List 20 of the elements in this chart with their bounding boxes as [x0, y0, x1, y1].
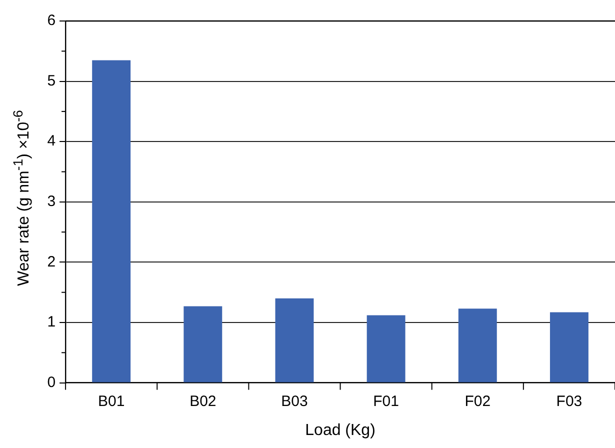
y-tick-label: 2: [47, 253, 56, 270]
x-tick-label: F03: [556, 392, 582, 410]
y-tick-label: 1: [47, 314, 56, 331]
y-tick-label: 0: [47, 374, 56, 391]
y-tick-label: 4: [47, 132, 56, 150]
x-tick-label: B01: [98, 392, 125, 410]
bar: [458, 308, 497, 382]
y-tick-label: 5: [47, 72, 56, 90]
bar: [366, 315, 406, 382]
bar: [92, 60, 131, 382]
y-tick-label: 3: [47, 193, 56, 210]
x-tick-label: B02: [190, 392, 216, 410]
x-tick-label: F01: [373, 392, 399, 410]
bar: [184, 306, 222, 382]
x-tick-label: F02: [464, 392, 491, 410]
x-axis-title: Load (Kg): [305, 422, 376, 439]
y-tick-label: 6: [47, 12, 56, 30]
bar: [550, 312, 588, 382]
bar: [275, 298, 314, 382]
x-tick-label: B03: [281, 392, 308, 410]
